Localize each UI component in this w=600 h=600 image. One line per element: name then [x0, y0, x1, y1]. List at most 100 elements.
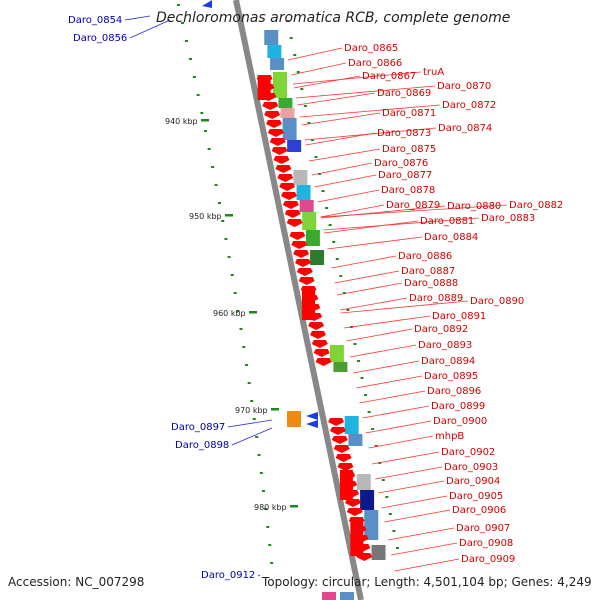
gene-label[interactable]: Daro_0877: [378, 170, 432, 181]
tick-mark: [264, 508, 268, 510]
gene-label[interactable]: Daro_0898: [175, 440, 229, 451]
gene-label[interactable]: Daro_0871: [382, 108, 436, 119]
gene-label[interactable]: Daro_0912: [201, 570, 255, 581]
gene-label[interactable]: Daro_0900: [433, 416, 487, 427]
gene-label[interactable]: Daro_0889: [409, 293, 463, 304]
tick-marks: [176, 4, 399, 564]
gene-label[interactable]: Daro_0890: [470, 296, 524, 307]
scale-tick: [290, 505, 298, 508]
genome-summary-text: Topology: circular; Length: 4,501,104 bp…: [262, 575, 592, 589]
gene-arrow: [273, 156, 290, 164]
gene-label[interactable]: Daro_0883: [481, 213, 535, 224]
gene-label[interactable]: Daro_0872: [442, 100, 496, 111]
gene-label[interactable]: Daro_0886: [398, 251, 452, 262]
gene-label[interactable]: Daro_0878: [381, 185, 435, 196]
gene-label[interactable]: Daro_0909: [461, 554, 515, 565]
gene-label[interactable]: Daro_0866: [348, 58, 402, 69]
gene-label[interactable]: Daro_0897: [171, 422, 225, 433]
scale-label: 950 kbp: [189, 212, 222, 221]
gene-label[interactable]: Daro_0902: [441, 447, 495, 458]
track-dot: [318, 173, 322, 175]
gene-label[interactable]: Daro_0891: [432, 311, 486, 322]
gene-label[interactable]: Daro_0881: [420, 216, 474, 227]
label-leader-line: [375, 466, 443, 480]
annotation-band: [329, 345, 344, 362]
gene-arrow: [311, 340, 328, 348]
track-dot: [364, 394, 368, 396]
track-dot: [395, 547, 399, 549]
annotation-band: [340, 592, 354, 600]
annotation-band: [299, 200, 314, 212]
label-leader-line: [314, 174, 377, 188]
gene-label[interactable]: Daro_0888: [404, 278, 458, 289]
annotation-band: [348, 434, 363, 446]
annotation-band: [296, 185, 311, 200]
label-leader-line: [301, 112, 381, 126]
track-dot: [310, 139, 314, 141]
gene-label[interactable]: Daro_0873: [377, 128, 431, 139]
tick-mark: [259, 472, 263, 474]
gene-label[interactable]: Daro_0905: [449, 491, 503, 502]
gene-label[interactable]: truA: [423, 67, 444, 78]
track-dot: [371, 428, 375, 430]
gene-arrow: [333, 445, 350, 453]
label-leader-line: [231, 427, 273, 446]
gene-label[interactable]: Daro_0876: [374, 158, 428, 169]
gene-label[interactable]: Daro_0896: [427, 386, 481, 397]
track-dot: [385, 496, 389, 498]
label-leaders: [124, 15, 508, 577]
gene-label[interactable]: Daro_0908: [459, 538, 513, 549]
gene-label[interactable]: Daro_0895: [424, 371, 478, 382]
label-leader-line: [292, 71, 422, 85]
label-leader-line: [353, 360, 420, 374]
gene-labels: Daro_0865 Daro_0866 Daro_0867 truA Daro_0869…: [68, 15, 563, 581]
tick-mark: [227, 256, 231, 258]
track-dot: [392, 530, 396, 532]
scale-label: 960 kbp: [213, 309, 246, 318]
track-dot: [293, 54, 297, 56]
gene-label[interactable]: Daro_0887: [401, 266, 455, 277]
gene-label[interactable]: Daro_0880: [447, 201, 501, 212]
gene-label[interactable]: Daro_0906: [452, 505, 506, 516]
gene-label[interactable]: mhpB: [435, 431, 464, 442]
gene-label[interactable]: Daro_0875: [382, 144, 436, 155]
gene-label[interactable]: Daro_0893: [418, 340, 472, 351]
scale-tick: [201, 119, 209, 122]
annotation-band: [287, 140, 302, 152]
gene-label[interactable]: Daro_0867: [362, 71, 416, 82]
gene-label[interactable]: Daro_0894: [421, 356, 475, 367]
gene-label[interactable]: Daro_0884: [424, 232, 478, 243]
label-leader-line: [384, 509, 451, 523]
track-dot: [342, 292, 346, 294]
tick-mark: [244, 364, 248, 366]
gene-label[interactable]: Daro_0882: [509, 200, 563, 211]
gene-label[interactable]: Daro_0865: [344, 43, 398, 54]
gene-label[interactable]: Daro_0903: [444, 462, 498, 473]
gene-label[interactable]: Daro_0869: [377, 88, 431, 99]
tick-mark: [255, 436, 259, 438]
label-leader-line: [257, 574, 261, 577]
scale-label: 970 kbp: [235, 406, 268, 415]
gene-label[interactable]: Daro_0892: [414, 324, 468, 335]
tick-mark: [188, 58, 192, 60]
gene-label[interactable]: Daro_0856: [73, 33, 127, 44]
gene-label[interactable]: Daro_0904: [446, 476, 500, 487]
track-dot: [300, 88, 304, 90]
gene-arrow: [262, 102, 279, 110]
gene-label[interactable]: Daro_0870: [437, 81, 491, 92]
gene-label[interactable]: Daro_0907: [456, 523, 510, 534]
gene-block: [302, 288, 315, 320]
accession-text: Accession: NC_007298: [8, 575, 145, 589]
tick-mark: [181, 22, 185, 24]
label-leader-line: [308, 148, 381, 162]
track-dot: [303, 105, 307, 107]
label-leader-line: [340, 300, 469, 314]
track-dot: [353, 343, 357, 345]
gene-label[interactable]: Daro_0874: [438, 123, 492, 134]
gene-label[interactable]: Daro_0879: [386, 200, 440, 211]
label-leader-line: [378, 480, 445, 494]
gene-arrow: [328, 418, 345, 426]
gene-label[interactable]: Daro_0899: [431, 401, 485, 412]
gene-label[interactable]: Daro_0854: [68, 15, 122, 26]
